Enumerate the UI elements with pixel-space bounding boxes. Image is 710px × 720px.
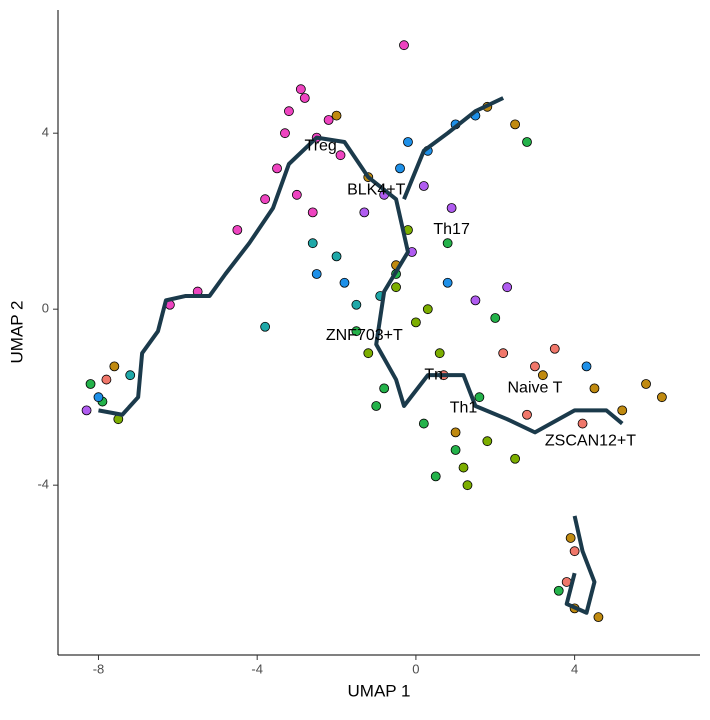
point (363, 348, 374, 359)
point (657, 392, 667, 403)
point (522, 137, 532, 147)
point (81, 405, 92, 416)
point (109, 361, 120, 372)
point (272, 163, 282, 174)
y-tick-label: 4 (42, 125, 49, 140)
point (498, 348, 509, 359)
point (470, 295, 481, 306)
point (530, 361, 540, 372)
point (418, 418, 429, 429)
point (331, 251, 342, 262)
point (553, 585, 564, 596)
point (307, 207, 318, 218)
point (434, 348, 445, 359)
point (311, 269, 322, 279)
point (323, 115, 334, 125)
point (351, 326, 362, 337)
cluster-label: ZSCAN12+T (545, 432, 636, 449)
trajectory (98, 96, 624, 615)
point (307, 238, 318, 249)
point (93, 392, 104, 403)
point (371, 401, 382, 411)
point (537, 370, 548, 381)
point (403, 137, 413, 147)
point (522, 409, 532, 420)
point (379, 383, 390, 394)
point (617, 405, 628, 416)
point (593, 612, 604, 623)
cluster-label: Th17 (433, 221, 470, 238)
point (125, 370, 136, 381)
point (260, 321, 271, 332)
point (510, 453, 520, 464)
point (422, 304, 433, 315)
point (295, 84, 306, 95)
y-tick-label: -4 (37, 477, 49, 492)
point (450, 445, 461, 455)
cluster-label: BLK4+T (347, 182, 405, 199)
point (581, 361, 592, 372)
x-tick-label: -8 (93, 661, 105, 676)
point (510, 119, 520, 130)
point (502, 282, 513, 293)
point (458, 462, 469, 473)
cluster-label: ZNF703+T (326, 327, 403, 344)
point (299, 93, 310, 103)
cluster-label: Naive T (508, 380, 563, 397)
point (351, 299, 362, 310)
point (549, 343, 560, 354)
point (85, 379, 96, 389)
point (339, 277, 350, 288)
point (331, 110, 342, 121)
point (569, 546, 580, 557)
point (446, 203, 457, 213)
point (490, 313, 501, 323)
point (280, 128, 290, 139)
point (335, 150, 346, 161)
point (411, 317, 421, 328)
point (232, 225, 243, 235)
point (641, 379, 651, 389)
point (577, 418, 588, 429)
cluster-label: Tn (424, 366, 443, 383)
y-axis-title: UMAP 2 (7, 301, 26, 364)
point (359, 207, 370, 218)
point (482, 436, 493, 447)
point (442, 277, 453, 288)
point (391, 282, 401, 293)
point (395, 163, 405, 174)
cluster-label: Treg (305, 138, 337, 155)
y-tick-label: 0 (42, 301, 49, 316)
x-tick-label: 4 (571, 661, 578, 676)
x-tick-label: 0 (412, 661, 419, 676)
point (284, 106, 294, 117)
point (101, 374, 112, 385)
point (565, 533, 576, 543)
point (260, 194, 271, 205)
point (291, 189, 302, 200)
point (399, 40, 409, 51)
point (474, 392, 485, 403)
point (450, 427, 461, 438)
point (462, 480, 473, 491)
point (430, 471, 441, 482)
point (589, 383, 600, 394)
x-tick-label: -4 (251, 661, 263, 676)
point (442, 238, 453, 249)
x-axis-title: UMAP 1 (348, 681, 411, 700)
point (418, 181, 429, 191)
cluster-label: Th1 (450, 399, 478, 416)
